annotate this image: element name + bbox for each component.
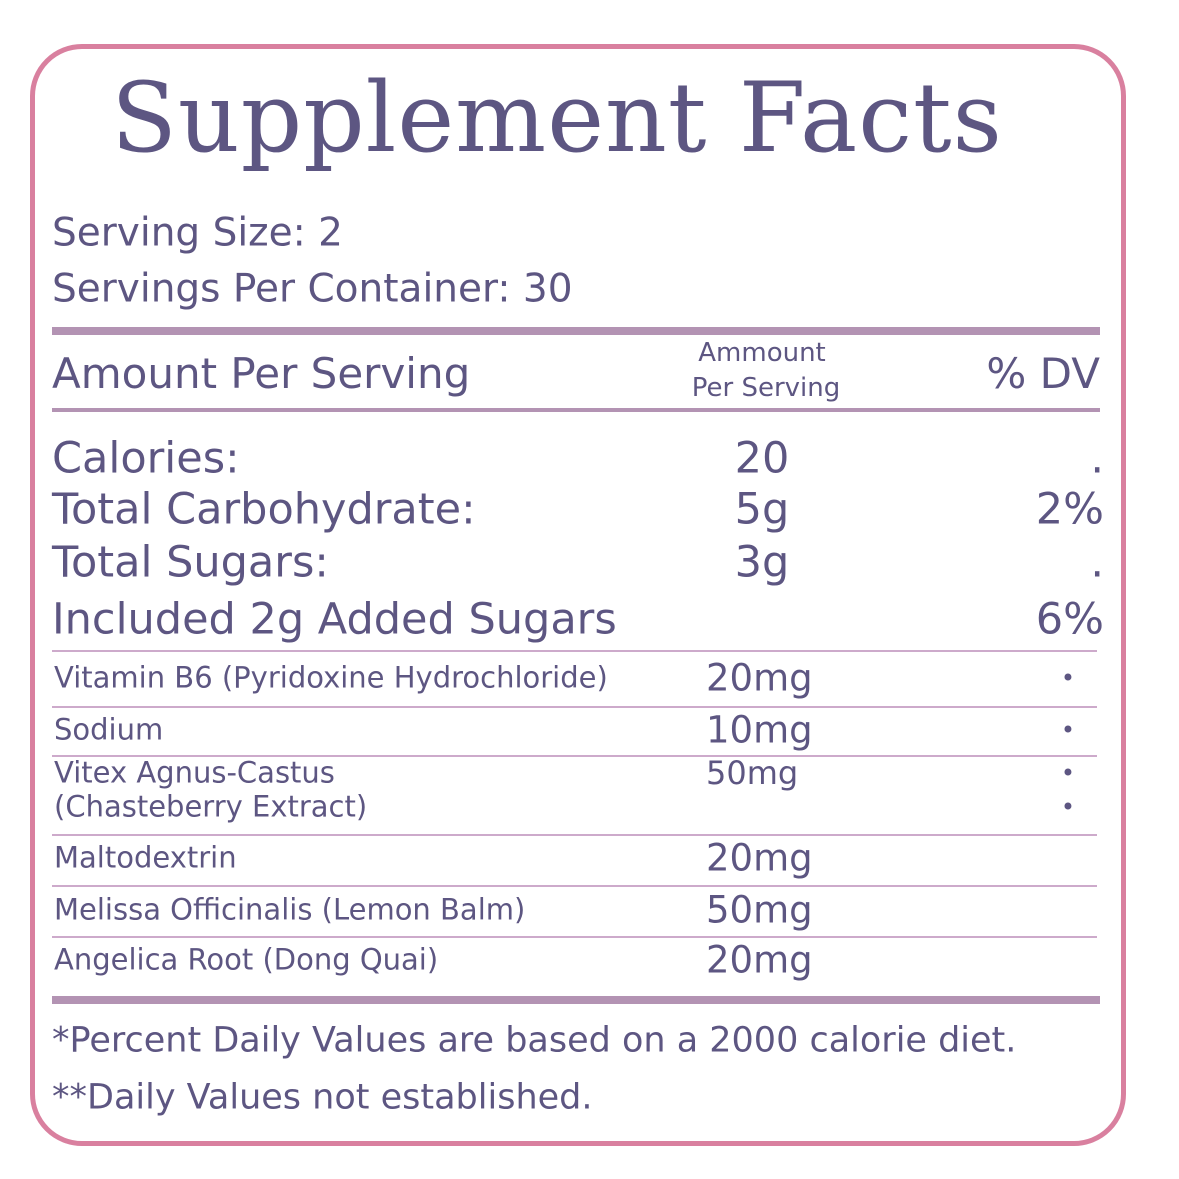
footnote: *Percent Daily Values are based on a 200…: [52, 1020, 1017, 1061]
row-divider: [52, 755, 1097, 757]
ingredient-name: Sodium: [54, 712, 164, 747]
nutrient-dv: 6%: [1035, 594, 1104, 645]
thick-rule: [52, 327, 1100, 335]
thick-rule: [52, 996, 1100, 1004]
ingredient-dv: •: [1060, 793, 1076, 821]
title: Supplement Facts: [111, 62, 1003, 174]
servings-per-container: Servings Per Container: 30: [52, 266, 573, 312]
nutrient-dv: 2%: [1035, 484, 1104, 535]
ingredient-amount: 20mg: [706, 656, 813, 700]
header-rule: [52, 408, 1100, 412]
row-divider: [52, 650, 1097, 652]
ingredient-dv: •: [1060, 716, 1076, 744]
nutrient-amount: 5g: [734, 484, 790, 535]
label-border: [30, 44, 1126, 1146]
ingredient-dv: •: [1060, 664, 1076, 692]
ingredient-name: Maltodextrin: [54, 840, 237, 875]
nutrient-amount: 20: [734, 433, 790, 484]
ingredient-amount: 10mg: [706, 708, 813, 752]
row-divider: [52, 936, 1097, 938]
ingredient-dv: •: [1060, 759, 1076, 787]
ingredient-amount: 20mg: [706, 938, 813, 982]
column-header: Ammount: [698, 338, 826, 368]
nutrient-name: Total Sugars:: [52, 537, 329, 588]
column-header: Per Serving: [691, 373, 841, 403]
ingredient-amount: 20mg: [706, 836, 813, 880]
nutrient-dv: .: [1090, 433, 1104, 484]
nutrient-name: Calories:: [52, 433, 240, 484]
serving-size: Serving Size: 2: [52, 210, 343, 256]
row-divider: [52, 706, 1097, 708]
column-header: % DV: [986, 349, 1100, 398]
ingredient-name: Melissa Officinalis (Lemon Balm): [54, 892, 526, 927]
column-header: Amount Per Serving: [52, 349, 471, 398]
footnote: **Daily Values not established.: [52, 1077, 593, 1118]
nutrient-dv: .: [1090, 537, 1104, 588]
nutrient-name: Total Carbohydrate:: [52, 484, 476, 535]
ingredient-name: (Chasteberry Extract): [54, 789, 368, 824]
ingredient-amount: 50mg: [706, 754, 799, 792]
ingredient-amount: 50mg: [706, 888, 813, 932]
ingredient-name: Vitex Agnus-Castus: [54, 755, 335, 790]
ingredient-name: Angelica Root (Dong Quai): [54, 942, 439, 977]
row-divider: [52, 834, 1097, 836]
row-divider: [52, 885, 1097, 887]
nutrient-name: Included 2g Added Sugars: [52, 594, 617, 645]
ingredient-name: Vitamin B6 (Pyridoxine Hydrochloride): [54, 660, 608, 695]
nutrient-amount: 3g: [734, 537, 790, 588]
